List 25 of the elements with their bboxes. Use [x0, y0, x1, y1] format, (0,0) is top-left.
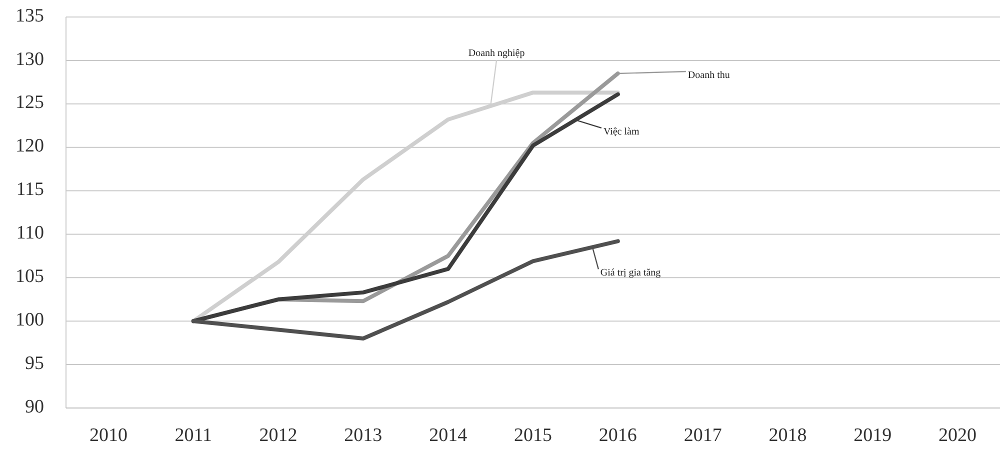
series-label: Việc làm [603, 126, 640, 138]
x-tick-label: 2017 [684, 425, 722, 446]
y-tick-label: 135 [16, 5, 44, 26]
y-tick-label: 130 [16, 48, 44, 70]
y-tick-label: 100 [16, 309, 44, 330]
x-tick-label: 2018 [768, 425, 807, 446]
x-tick-label: 2010 [89, 425, 128, 446]
legend-label: Giá trị gia tăng [600, 267, 661, 278]
y-tick-label: 120 [16, 136, 44, 157]
y-tick-label: 110 [16, 222, 44, 244]
x-tick-label: 2020 [938, 425, 977, 446]
x-tick-label: 2012 [259, 425, 298, 446]
x-tick-label: 2015 [514, 425, 552, 446]
y-tick-label: 90 [25, 396, 44, 418]
text: Doanh thu [688, 70, 730, 81]
y-tick-label: 105 [16, 266, 44, 288]
y-tick-label: 125 [16, 92, 44, 114]
text: Doanh nghiệp [468, 48, 525, 60]
x-tick-label: 2016 [598, 425, 637, 446]
x-tick-label: 2014 [429, 425, 468, 446]
y-tick-label: 115 [16, 179, 44, 200]
x-tick-label: 2019 [854, 425, 892, 446]
y-tick-label: 95 [25, 352, 44, 374]
x-tick-label: 2013 [344, 425, 382, 446]
x-tick-label: 2011 [174, 425, 212, 446]
